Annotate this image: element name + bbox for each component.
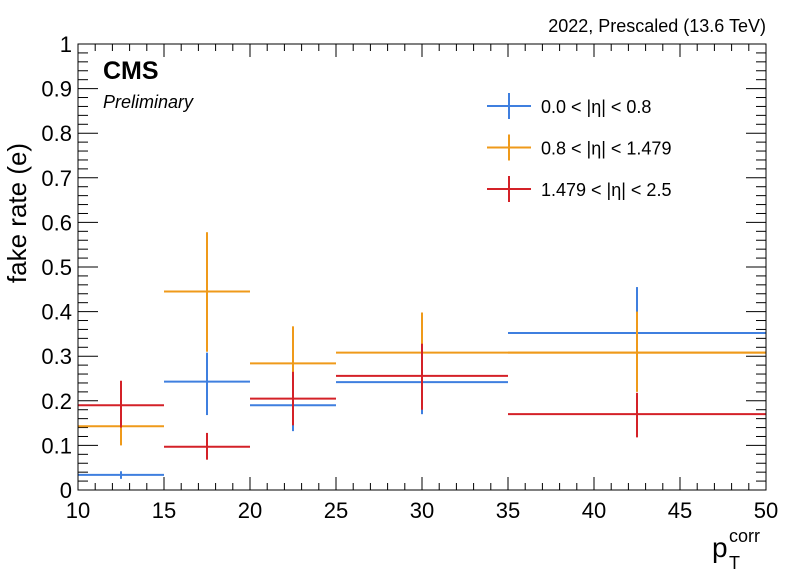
x-tick-label: 30 — [410, 498, 434, 523]
data-point — [508, 392, 766, 438]
data-point — [78, 380, 164, 428]
y-tick-label: 0.4 — [41, 300, 72, 325]
data-point — [164, 232, 250, 352]
y-tick-label: 0.9 — [41, 77, 72, 102]
header-label: 2022, Prescaled (13.6 TeV) — [548, 16, 766, 36]
legend-entry: 1.479 < |η| < 2.5 — [487, 176, 671, 202]
legend-entry: 0.8 < |η| < 1.479 — [487, 134, 671, 161]
data-point — [508, 311, 766, 392]
y-tick-label: 0.3 — [41, 344, 72, 369]
plot-frame — [77, 43, 767, 491]
y-tick-label: 0.8 — [41, 121, 72, 146]
legend-label: 0.0 < |η| < 0.8 — [541, 97, 651, 117]
cms-label: CMS — [103, 57, 159, 85]
x-tick-label: 35 — [496, 498, 520, 523]
x-axis-title-superscript: corr — [729, 526, 760, 546]
y-tick-label: 0.5 — [41, 255, 72, 280]
series-3 — [78, 343, 766, 460]
x-axis-title-subscript: T — [729, 553, 740, 572]
ticks-layer: 10 15 20 25 30 35 40 45 50 0 0.1 0.2 0.3 0.4 0.5 0.6 0.7… — [41, 32, 778, 523]
y-tick-label: 0.7 — [41, 166, 72, 191]
x-axis-title-main: p — [712, 532, 728, 563]
x-tick-label: 10 — [66, 498, 90, 523]
x-tick-label: 25 — [324, 498, 348, 523]
series-layer — [78, 232, 766, 479]
x-axis-title: p T corr — [712, 526, 760, 572]
data-point — [78, 471, 164, 479]
x-tick-label: 20 — [238, 498, 262, 523]
data-point — [336, 343, 508, 410]
y-tick-label: 0.2 — [41, 389, 72, 414]
data-point — [164, 352, 250, 416]
x-tick-label: 50 — [754, 498, 778, 523]
legend: 0.0 < |η| < 0.8 0.8 < |η| < 1.479 1.479 < … — [487, 93, 671, 202]
y-tick-label: 0 — [60, 478, 72, 503]
x-tick-label: 40 — [582, 498, 606, 523]
legend-label: 1.479 < |η| < 2.5 — [541, 180, 671, 200]
y-tick-label: 1 — [60, 32, 72, 57]
data-point — [250, 371, 336, 426]
x-tick-label: 45 — [668, 498, 692, 523]
y-tick-label: 0.1 — [41, 433, 72, 458]
y-tick-label: 0.6 — [41, 210, 72, 235]
data-point — [164, 432, 250, 460]
legend-label: 0.8 < |η| < 1.479 — [541, 139, 671, 159]
y-axis-title: fake rate (e) — [2, 143, 32, 283]
preliminary-label: Preliminary — [103, 92, 194, 112]
x-tick-label: 15 — [152, 498, 176, 523]
legend-entry: 0.0 < |η| < 0.8 — [487, 93, 651, 119]
